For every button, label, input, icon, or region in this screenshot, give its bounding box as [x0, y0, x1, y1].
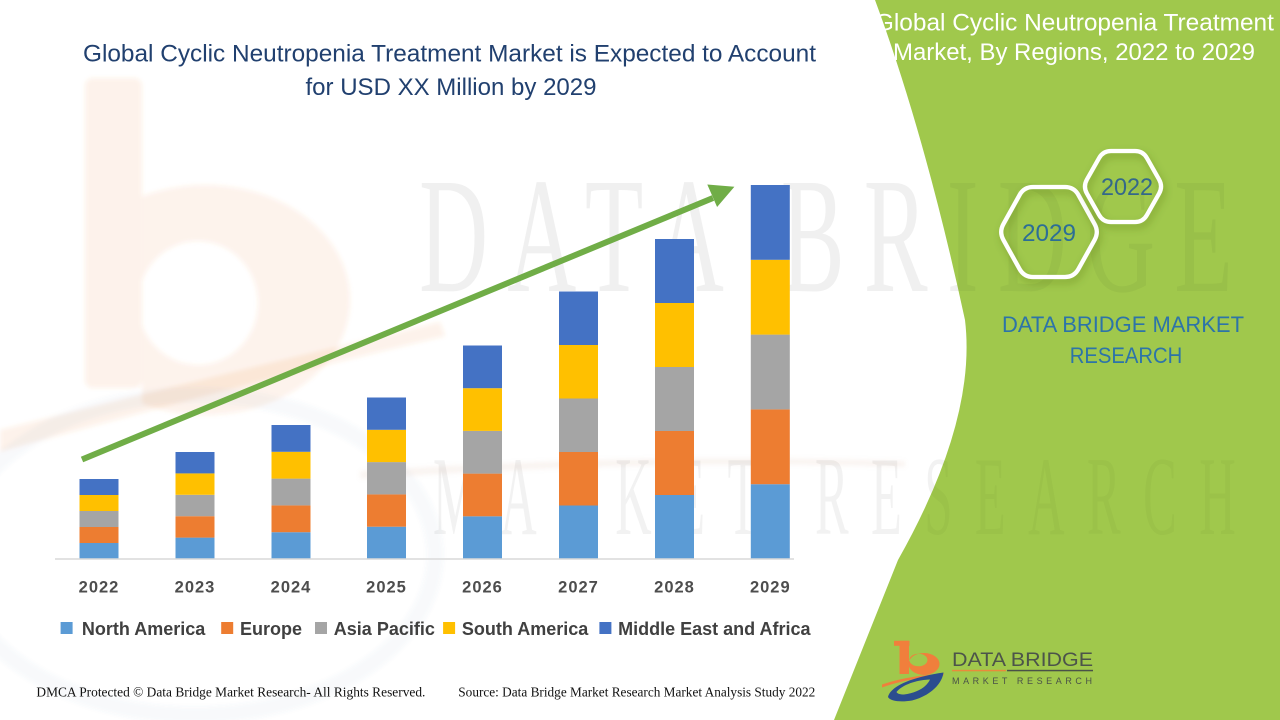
svg-text:South America: South America [462, 619, 589, 639]
svg-text:North America: North America [82, 619, 206, 639]
svg-text:Market, By Regions, 2022 to 20: Market, By Regions, 2022 to 2029 [893, 39, 1255, 66]
svg-text:RESEARCH: RESEARCH [1070, 343, 1183, 368]
svg-text:2022: 2022 [79, 579, 120, 597]
svg-text:2028: 2028 [654, 579, 695, 597]
svg-text:DMCA Protected © Data Bridge M: DMCA Protected © Data Bridge Market Rese… [36, 686, 425, 701]
svg-text:Source: Data Bridge Market Res: Source: Data Bridge Market Research Mark… [458, 686, 815, 701]
svg-text:DATA BRIDGE MARKET: DATA BRIDGE MARKET [1002, 312, 1244, 337]
svg-text:2025: 2025 [366, 579, 407, 597]
svg-text:DATA BRIDGE: DATA BRIDGE [952, 649, 1093, 671]
svg-text:2023: 2023 [175, 579, 216, 597]
svg-text:2026: 2026 [462, 579, 503, 597]
svg-text:MARKET RESEARCH: MARKET RESEARCH [952, 676, 1092, 686]
svg-text:2029: 2029 [1022, 220, 1076, 247]
svg-text:2022: 2022 [1101, 174, 1153, 201]
svg-text:2029: 2029 [750, 579, 791, 597]
svg-text:2027: 2027 [558, 579, 599, 597]
svg-text:Middle East and Africa: Middle East and Africa [618, 619, 811, 639]
svg-text:Global Cyclic Neutropenia Trea: Global Cyclic Neutropenia Treatment Mark… [83, 40, 816, 67]
svg-text:for USD XX Million by 2029: for USD XX Million by 2029 [306, 74, 597, 101]
svg-text:2024: 2024 [271, 579, 312, 597]
svg-text:Asia Pacific: Asia Pacific [334, 619, 435, 639]
svg-text:Global Cyclic Neutropenia Trea: Global Cyclic Neutropenia Treatment [875, 10, 1274, 37]
svg-text:Europe: Europe [240, 619, 302, 639]
